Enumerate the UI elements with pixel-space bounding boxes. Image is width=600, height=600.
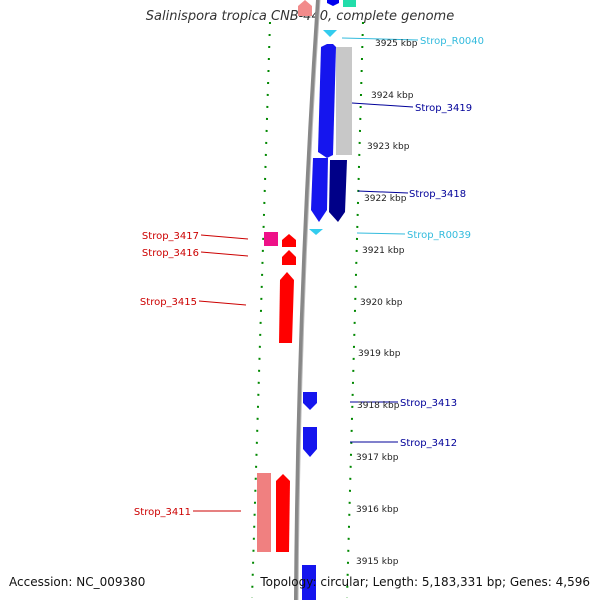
scale-labels: 3925 kbp 3924 kbp 3923 kbp 3922 kbp 3921… — [356, 39, 418, 567]
rna-feature-r0039[interactable] — [309, 229, 323, 235]
scale-label: 3921 kbp — [362, 246, 405, 256]
gene-label-strop-3411[interactable]: Strop_3411 — [134, 507, 191, 518]
leader-strop-3416 — [200, 251, 249, 257]
map-title: Salinispora tropica CNB-440, complete ge… — [145, 9, 455, 24]
gene-feature-strop-3418-dark[interactable] — [329, 160, 347, 222]
gene-feature-strop-3415[interactable] — [279, 272, 294, 343]
left-tick-guide — [251, 21, 271, 599]
gene-label-strop-3413[interactable]: Strop_3413 — [400, 398, 457, 409]
genome-backbone — [294, 0, 320, 600]
right-tick-guide — [346, 21, 364, 599]
gene-feature-top-teal[interactable] — [343, 0, 356, 7]
gene-label-strop-r0040[interactable]: Strop_R0040 — [420, 36, 484, 47]
scale-label: 3915 kbp — [356, 557, 399, 567]
left-tick-column — [251, 21, 271, 599]
gene-label-strop-3415[interactable]: Strop_3415 — [140, 297, 197, 308]
gene-feature-strop-3419[interactable] — [318, 44, 336, 158]
scale-label: 3918 kbp — [357, 401, 400, 411]
gene-feature-strop-3417-pink[interactable] — [264, 232, 278, 246]
leader-strop-3415 — [198, 300, 247, 306]
scale-label: 3917 kbp — [356, 453, 399, 463]
scale-label: 3925 kbp — [375, 39, 418, 49]
gene-feature-strop-3413[interactable] — [303, 392, 317, 410]
gene-feature-strop-3412[interactable] — [303, 427, 317, 457]
gene-feature-strop-3416[interactable] — [282, 250, 296, 265]
gene-feature-strop-3417[interactable] — [282, 234, 296, 247]
gene-feature-top-forward[interactable] — [298, 0, 312, 16]
scale-label: 3919 kbp — [358, 349, 401, 359]
gene-feature-strop-3411-light[interactable] — [257, 473, 271, 552]
gene-feature-strop-3411[interactable] — [276, 474, 290, 552]
gene-feature-bottom-reverse[interactable] — [302, 565, 316, 600]
gene-label-strop-3419[interactable]: Strop_3419 — [415, 103, 472, 114]
gene-label-strop-3416[interactable]: Strop_3416 — [142, 248, 199, 259]
genome-summary: Topology: circular; Length: 5,183,331 bp… — [260, 575, 590, 589]
leader-strop-3419 — [351, 102, 414, 108]
gene-feature-top-reverse[interactable] — [327, 0, 339, 6]
gene-labels: Strop_R0040 Strop_3419 Strop_3418 Strop_… — [134, 36, 484, 518]
scale-label: 3923 kbp — [367, 142, 410, 152]
gene-label-strop-3418[interactable]: Strop_3418 — [409, 189, 466, 200]
rna-feature-r0040[interactable] — [323, 30, 337, 37]
gene-label-strop-3412[interactable]: Strop_3412 — [400, 438, 457, 449]
leader-strop-r0040 — [341, 37, 419, 41]
accession-label: Accession: NC_009380 — [9, 575, 146, 589]
gene-feature-strop-3419-shadow[interactable] — [336, 47, 352, 155]
leader-strop-r0039 — [356, 232, 406, 235]
gene-feature-strop-3418[interactable] — [311, 158, 328, 222]
leader-strop-3417 — [200, 234, 249, 240]
scale-label: 3920 kbp — [360, 298, 403, 308]
scale-label: 3924 kbp — [371, 91, 414, 101]
gene-label-strop-3417[interactable]: Strop_3417 — [142, 231, 199, 242]
leader-strop-3418 — [357, 190, 409, 194]
scale-label: 3916 kbp — [356, 505, 399, 515]
scale-label: 3922 kbp — [364, 194, 407, 204]
genome-backbone-highlight — [297, 0, 321, 600]
right-tick-column — [346, 21, 364, 599]
gene-label-strop-r0039[interactable]: Strop_R0039 — [407, 230, 471, 241]
